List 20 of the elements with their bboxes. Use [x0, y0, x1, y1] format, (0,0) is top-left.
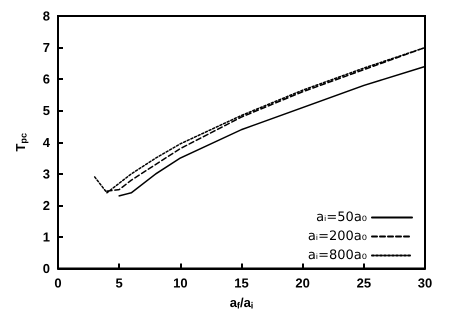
y-tick-label: 8 [42, 8, 50, 24]
y-axis-title: Tpc [12, 132, 28, 152]
legend-label: aᵢ=800a₀ [308, 248, 367, 263]
x-tick-label: 15 [234, 276, 249, 290]
x-tick-label: 30 [418, 276, 432, 290]
y-tick-label: 0 [42, 261, 50, 276]
y-tick-label: 1 [42, 229, 50, 244]
x-tick-label: 5 [116, 276, 123, 290]
y-tick-label: 7 [42, 40, 50, 56]
legend-label: aᵢ=50a₀ [316, 210, 367, 225]
y-tick-label: 4 [42, 134, 51, 150]
x-tick-label: 20 [295, 276, 310, 290]
x-tick-label: 10 [173, 276, 188, 290]
x-tick-label: 0 [54, 276, 62, 290]
legend-label: aᵢ=200a₀ [308, 229, 367, 244]
x-tick-label: 25 [356, 276, 372, 290]
y-tick-label: 3 [42, 166, 50, 182]
y-tick-label: 6 [42, 72, 50, 87]
y-tick-label: 2 [42, 198, 50, 213]
y-tick-label: 5 [42, 103, 50, 118]
